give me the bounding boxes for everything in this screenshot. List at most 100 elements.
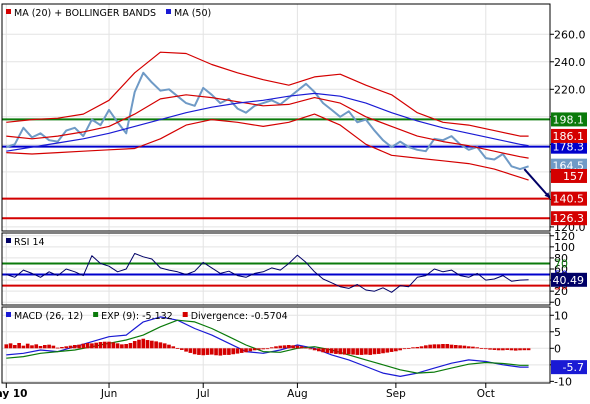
value-tag xyxy=(551,168,587,183)
divergence-bar xyxy=(496,348,501,351)
divergence-bar xyxy=(158,342,163,349)
divergence-bar xyxy=(449,344,454,349)
projection-arrow-line xyxy=(523,168,551,199)
axis-ticks-layer: 260.0240.0220.0200.0180.0160.0140.0120.0… xyxy=(550,28,586,388)
divergence-bar xyxy=(304,347,308,349)
divergence-bar xyxy=(402,348,407,350)
divergence-bar xyxy=(475,347,480,349)
divergence-bar xyxy=(518,348,522,351)
legend-swatch xyxy=(6,312,11,317)
level-tag-label: 126.3 xyxy=(553,212,585,225)
price-panel-frame xyxy=(1,3,551,232)
divergence-bar xyxy=(209,348,214,355)
level-tag xyxy=(551,191,587,206)
projection-arrow-head xyxy=(544,192,550,198)
divergence-bar xyxy=(398,348,402,351)
divergence-bar xyxy=(192,348,197,355)
divergence-bar xyxy=(188,348,193,353)
divergence-bar xyxy=(38,345,43,349)
divergence-bar xyxy=(90,343,94,349)
divergence-bar xyxy=(364,348,368,355)
divergence-bar xyxy=(419,346,424,349)
divergence-bar xyxy=(522,348,527,351)
x-tick-label: Sep xyxy=(386,388,406,400)
divergence-bar xyxy=(278,345,283,349)
ma20_lower-line xyxy=(6,113,529,181)
divergence-bar xyxy=(68,345,73,349)
level-tag xyxy=(551,211,587,226)
divergence-bar xyxy=(30,345,34,349)
legend-swatch xyxy=(6,9,11,14)
level-tag-label: 178.3 xyxy=(553,141,585,154)
divergence-bar xyxy=(312,348,317,351)
divergence-bar xyxy=(171,346,176,349)
legend-label: MA (50) xyxy=(174,8,211,19)
divergence-bar xyxy=(102,341,107,349)
divergence-bar xyxy=(231,348,236,355)
value-tag xyxy=(551,128,587,143)
divergence-bar xyxy=(441,344,445,349)
divergence-bar xyxy=(355,348,360,355)
divergence-bar xyxy=(235,348,240,354)
macd-line xyxy=(6,316,529,377)
divergence-bar xyxy=(132,341,137,349)
divergence-bar xyxy=(150,340,154,349)
divergence-bar xyxy=(509,348,514,351)
levels-layer xyxy=(2,118,550,287)
value-tag-label: 186.1 xyxy=(553,130,585,143)
divergence-bar xyxy=(239,348,244,353)
divergence-bar xyxy=(389,348,394,352)
divergence-bar xyxy=(501,348,505,351)
y-tick-label: 0 xyxy=(554,296,561,309)
divergence-bar xyxy=(145,340,150,349)
divergence-bar xyxy=(291,345,295,349)
y-tick-label: 100 xyxy=(554,241,575,254)
y-tick-label: 60 xyxy=(554,263,568,276)
divergence-bar xyxy=(269,347,274,349)
divergence-bar xyxy=(424,345,428,349)
divergence-bar xyxy=(167,344,171,349)
divergence-bar xyxy=(222,348,227,355)
level-tag xyxy=(551,139,587,154)
divergence-bar xyxy=(128,343,133,349)
divergence-bar xyxy=(60,346,64,349)
divergence-bar xyxy=(13,345,17,349)
x-tick-label: Jun xyxy=(100,388,117,400)
y-tick-label: -10 xyxy=(554,375,572,388)
rsi-line xyxy=(6,253,529,293)
divergence-bar xyxy=(471,346,475,349)
ma50-line xyxy=(6,92,529,152)
divergence-bar xyxy=(462,345,467,349)
legend-label: MA (20) + BOLLINGER BANDS xyxy=(14,8,156,19)
divergence-bar xyxy=(526,348,531,351)
y-tick-label: 80 xyxy=(554,252,568,265)
ma20_upper-line xyxy=(6,51,529,137)
divergence-bar xyxy=(505,348,510,350)
divergence-bar xyxy=(342,348,347,355)
legend-swatch xyxy=(6,238,11,243)
divergence-bar xyxy=(179,348,184,350)
divergence-bar xyxy=(252,348,257,351)
divergence-bar xyxy=(334,348,338,354)
legend-swatch xyxy=(93,312,99,317)
divergence-bar xyxy=(274,346,278,349)
divergence-bar xyxy=(4,344,9,349)
divergence-bar xyxy=(394,348,398,352)
divergence-bar xyxy=(107,341,111,349)
divergence-bar xyxy=(175,347,180,349)
divergence-bar xyxy=(17,343,21,349)
divergence-bar xyxy=(154,341,158,349)
y-tick-label: 5 xyxy=(554,326,561,339)
divergence-bar xyxy=(329,348,334,354)
x-tick-label: Aug xyxy=(287,388,308,400)
divergence-bar xyxy=(359,348,364,355)
level-tag-label: 140.5 xyxy=(553,193,585,206)
x-tick-label: May 10 xyxy=(0,388,27,400)
divergence-bar xyxy=(42,345,47,349)
level-tag-label: 198.1 xyxy=(553,113,585,126)
divergence-bar xyxy=(325,348,330,353)
divergence-bar xyxy=(261,348,265,350)
divergence-bar xyxy=(445,344,450,349)
divergence-bar xyxy=(372,348,377,355)
value-tag-label: 157 xyxy=(563,170,584,183)
